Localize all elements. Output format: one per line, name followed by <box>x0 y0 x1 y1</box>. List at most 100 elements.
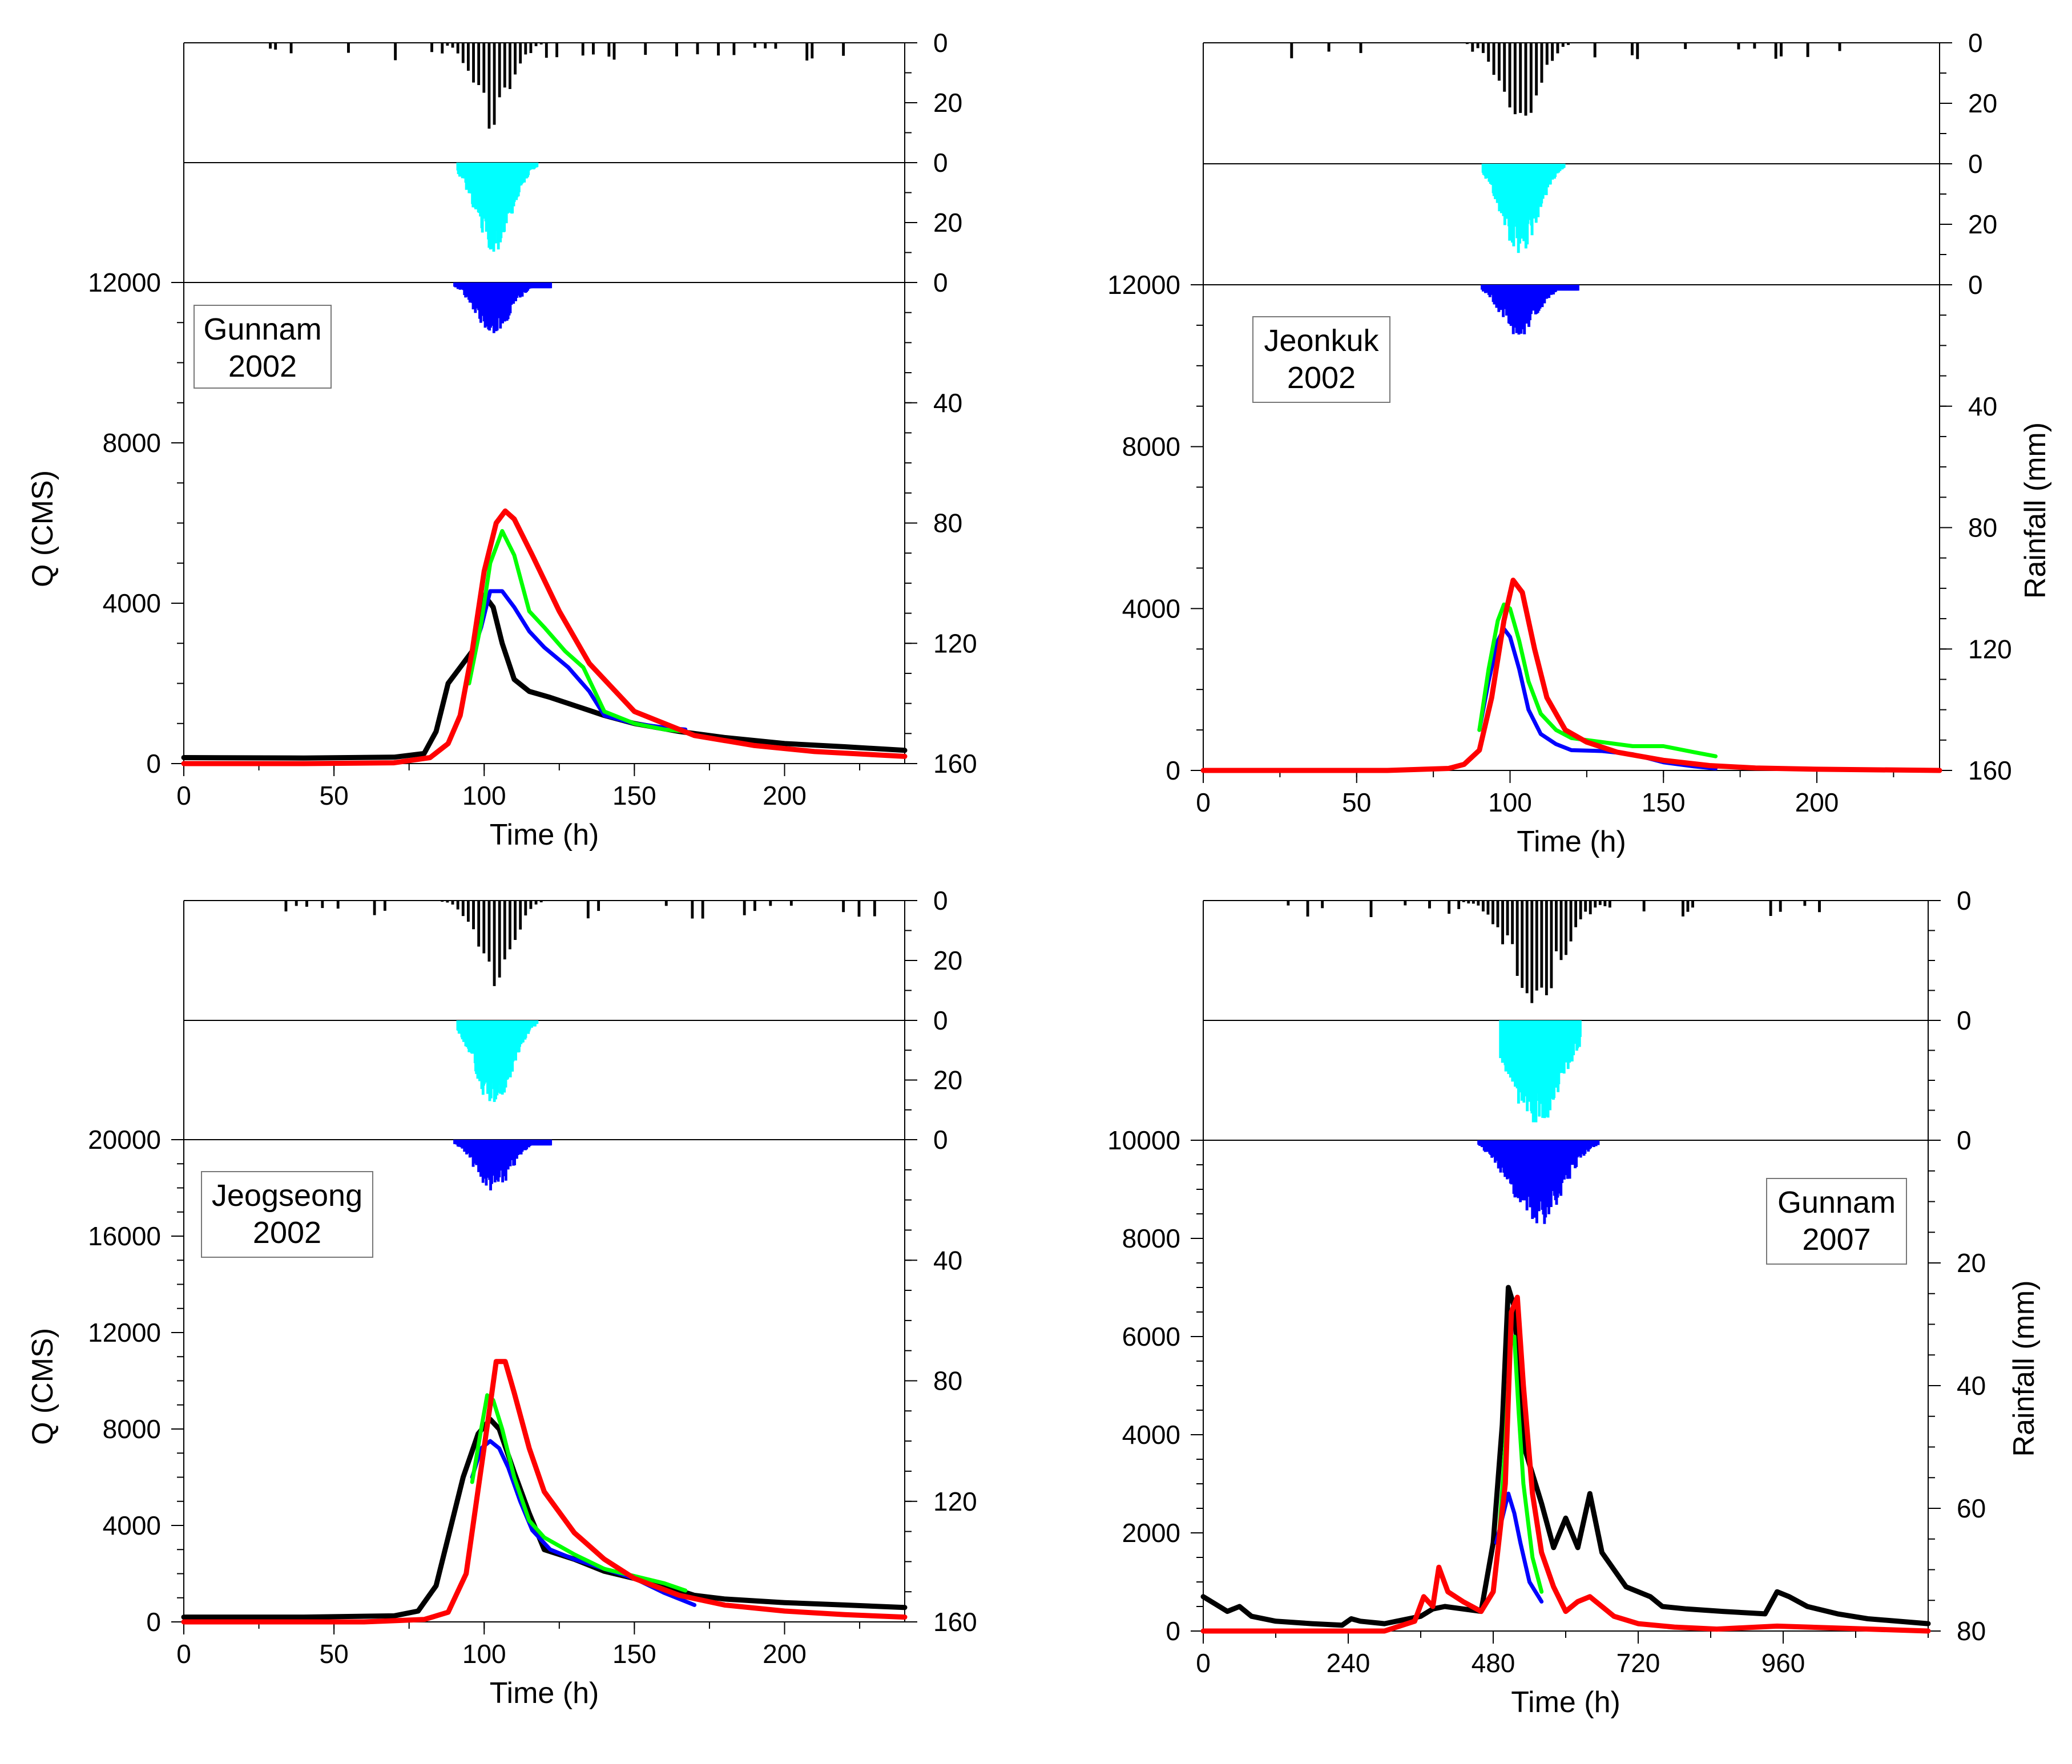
rain-bar <box>1598 901 1602 905</box>
rain-tick-label: 80 <box>1957 1616 1986 1646</box>
rain-bar <box>592 43 595 55</box>
rain-bar <box>1691 901 1694 908</box>
rain-tick-label: 20 <box>933 1065 962 1095</box>
rain-bar <box>1457 901 1461 909</box>
x-axis-title: Time (h) <box>490 1677 599 1710</box>
station-label-box <box>194 305 332 389</box>
station-name: Jeogseong <box>212 1178 362 1213</box>
rain-tick-label: 120 <box>933 1487 977 1516</box>
series-line-series-4 <box>1200 1294 1931 1634</box>
rain-bar <box>1578 1020 1582 1038</box>
rain-bar <box>508 901 511 950</box>
rain-bar <box>446 901 449 903</box>
rain-bar <box>1359 43 1362 53</box>
rain-bar <box>1579 901 1582 919</box>
y-tick-label: 4000 <box>1122 1420 1180 1450</box>
rain-bar <box>1481 43 1485 53</box>
rain-bar <box>466 901 470 922</box>
rain-bar <box>549 282 553 289</box>
rain-bar <box>1551 43 1554 61</box>
x-tick-label: 200 <box>763 781 807 810</box>
rain-bar <box>487 901 491 962</box>
rain-bar <box>675 43 678 56</box>
rain-bar <box>514 43 517 75</box>
station-year: 2002 <box>1287 361 1356 395</box>
rain-bar <box>534 43 538 46</box>
rain-bar <box>1686 901 1690 912</box>
rain-tick-label: 0 <box>1968 270 1983 300</box>
x-tick-label: 100 <box>1488 788 1532 817</box>
rain-bar <box>446 43 449 46</box>
rain-bars-panel-2 <box>1481 164 1566 253</box>
x-axis-title: Time (h) <box>1511 1686 1620 1719</box>
rain-tick-label: 0 <box>1968 149 1983 179</box>
rain-tick-label: 80 <box>933 508 962 538</box>
station-label-box <box>1252 316 1390 403</box>
rain-bar <box>321 901 324 909</box>
y-tick-label: 12000 <box>1107 270 1180 300</box>
rain-bar <box>461 901 465 917</box>
rain-bar <box>1594 901 1597 908</box>
series-line-series-3 <box>1477 602 1718 758</box>
x-axis-title: Time (h) <box>1517 825 1626 858</box>
rain-tick-label: 40 <box>933 1245 962 1275</box>
rain-tick-label: 40 <box>1957 1371 1986 1400</box>
rain-bar <box>805 43 809 61</box>
rain-bar <box>1491 901 1494 925</box>
rain-bar <box>1471 43 1474 52</box>
rain-bar <box>644 43 647 55</box>
x-tick-label: 50 <box>1342 788 1371 817</box>
x-axis-title: Time (h) <box>490 818 599 851</box>
rain-bar <box>1369 901 1373 917</box>
rain-bar <box>1467 901 1470 904</box>
rain-bar <box>1481 901 1485 912</box>
rain-bar <box>1608 901 1611 908</box>
rain-bar <box>1535 901 1538 991</box>
x-tick-label: 50 <box>320 1639 349 1669</box>
rain-bar <box>1306 901 1309 917</box>
rain-bar <box>498 901 501 978</box>
rain-bar <box>482 43 486 93</box>
rain-bar <box>441 901 444 902</box>
x-tick-label: 480 <box>1472 1648 1515 1678</box>
rain-bar <box>1737 43 1740 50</box>
rain-bar <box>524 43 527 55</box>
rain-bar <box>1567 43 1570 45</box>
x-tick-label: 240 <box>1327 1648 1370 1678</box>
panel-jeogseong-2002: 0200200408012016004000800012000160002000… <box>26 886 977 1710</box>
rain-bar <box>1545 43 1549 65</box>
rain-bar <box>1472 901 1475 904</box>
station-label-box <box>201 1171 373 1258</box>
y-axis-title: Q (CMS) <box>26 1328 59 1445</box>
rain-bar <box>1540 901 1543 988</box>
rain-tick-label: 20 <box>1968 209 1997 239</box>
rain-bar <box>581 43 584 56</box>
series-line-series-4 <box>181 508 908 766</box>
rain-bar <box>1779 901 1782 912</box>
rain-tick-label: 160 <box>933 1607 977 1637</box>
rain-bar <box>519 43 522 64</box>
rain-bar <box>472 43 475 83</box>
rain-bar <box>284 901 288 912</box>
rain-tick-label: 40 <box>1968 391 1997 421</box>
y-tick-label: 6000 <box>1122 1322 1180 1351</box>
y2-axis-title: Rainfall (mm) <box>2007 1280 2041 1456</box>
rain-bar <box>493 43 496 125</box>
x-tick-label: 0 <box>176 1639 191 1669</box>
rain-tick-label: 40 <box>933 388 962 418</box>
rain-bar <box>529 43 533 53</box>
rain-bar <box>1684 43 1687 49</box>
station-year: 2002 <box>228 349 297 384</box>
rain-bar <box>1530 901 1534 1003</box>
rain-bar <box>394 43 397 60</box>
x-tick-label: 200 <box>763 1639 807 1669</box>
x-tick-label: 150 <box>612 1639 656 1669</box>
rain-tick-label: 80 <box>933 1366 962 1396</box>
rain-tick-label: 0 <box>1957 886 1972 915</box>
rain-tick-label: 120 <box>933 628 977 658</box>
y-tick-label: 0 <box>146 1607 161 1637</box>
rain-bar <box>503 901 506 960</box>
rain-bar <box>466 43 470 71</box>
rain-bars-panel-3 <box>453 1140 553 1190</box>
rain-bar <box>1681 901 1684 917</box>
